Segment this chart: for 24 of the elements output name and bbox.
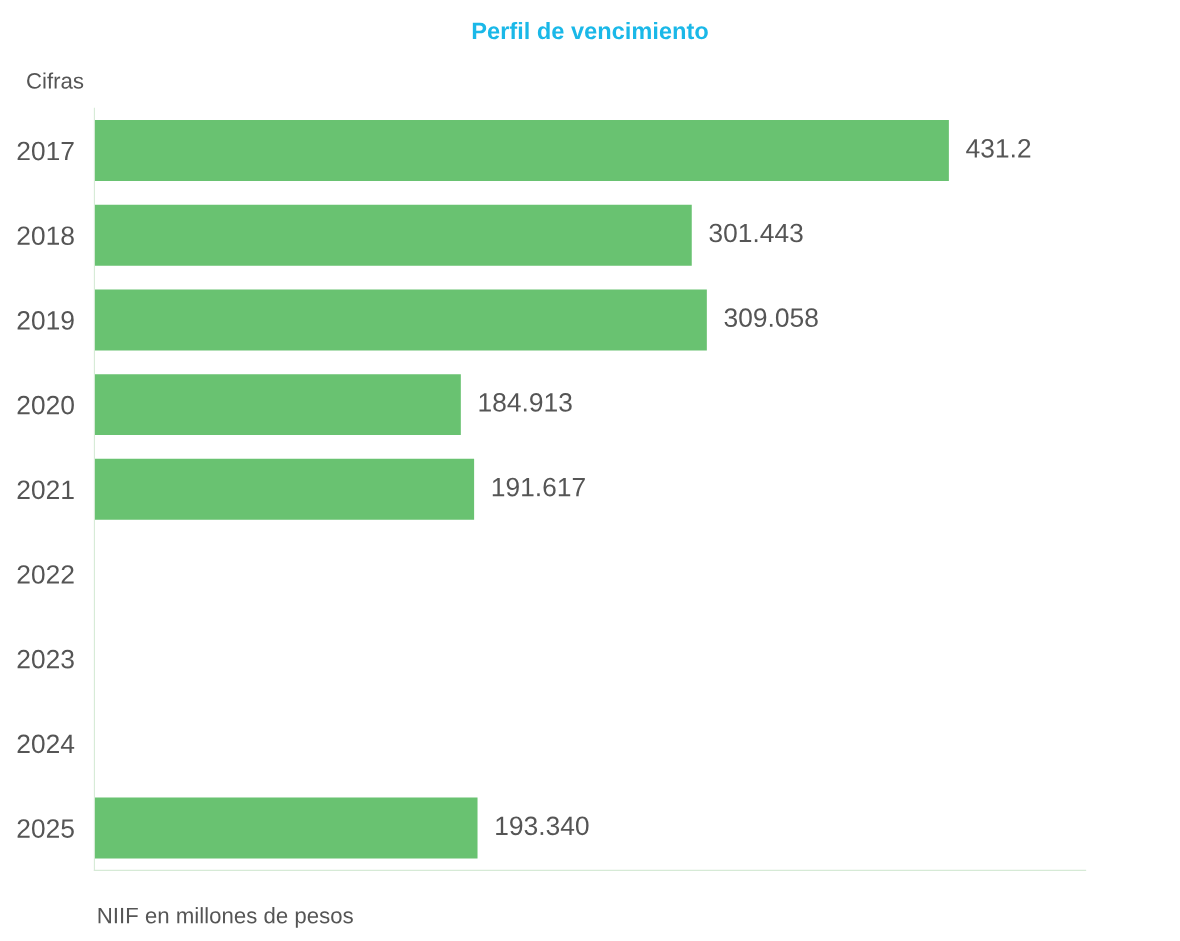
data-label: 191.617: [492, 477, 585, 497]
chart-title: Perfil de vencimiento: [472, 21, 708, 40]
bar: [94, 797, 478, 859]
data-label: 193.340: [496, 816, 589, 836]
bar: [94, 204, 692, 266]
text: NIIF en millones de pesos: [98, 907, 353, 928]
y-tick-label: 2020: [17, 395, 74, 415]
y-tick-label: 2018: [17, 226, 74, 246]
bar: [94, 374, 461, 436]
data-label: 431.2: [966, 138, 1031, 158]
y-tick-label: 2024: [17, 734, 75, 754]
y-tick-label: 2021: [17, 480, 74, 500]
y-tick-label: 2023: [17, 649, 74, 669]
bar: [94, 120, 949, 182]
bar: [94, 458, 475, 520]
text: Cifras: [27, 72, 84, 89]
data-label: 301.443: [709, 223, 803, 243]
data-label: 309.058: [724, 308, 818, 328]
y-tick-label: 2025: [17, 819, 74, 838]
y-tick-label: 2017: [17, 141, 74, 161]
bar: [94, 289, 707, 351]
y-tick-label: 2019: [17, 311, 74, 330]
y-tick-label: 2022: [17, 565, 74, 584]
data-label: 184.913: [479, 393, 572, 412]
